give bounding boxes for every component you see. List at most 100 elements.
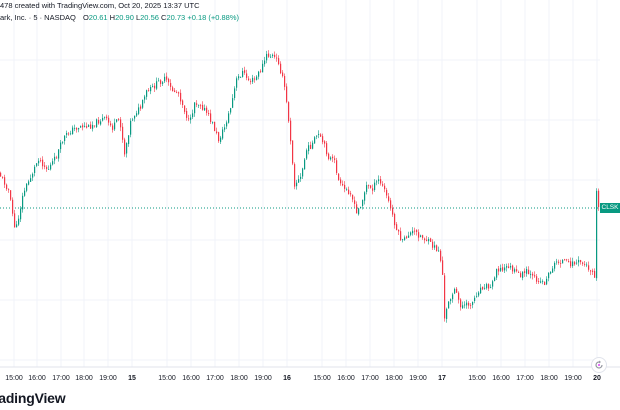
candle-body (594, 271, 596, 278)
candle-body (492, 281, 494, 287)
candle (206, 105, 208, 116)
candle (236, 76, 238, 91)
time-tick-label: 19:00 (409, 375, 427, 382)
candle-body (136, 113, 138, 116)
candle-body (214, 121, 216, 132)
candle-body (172, 87, 174, 92)
candle (546, 276, 548, 286)
candle (360, 206, 362, 209)
candle (210, 109, 212, 124)
candle (116, 119, 118, 123)
candle-body (332, 156, 334, 159)
candle-body (2, 177, 4, 178)
candle-body (86, 126, 88, 128)
candle-body (338, 173, 340, 180)
candle (490, 284, 492, 289)
candle (328, 152, 330, 161)
candle-body (480, 287, 482, 294)
candle-body (220, 137, 222, 142)
candle (264, 56, 266, 67)
candle-body (108, 117, 110, 123)
candle-body (336, 160, 338, 173)
candle-body (202, 104, 204, 110)
candle (104, 116, 106, 120)
candle-body (186, 111, 188, 118)
candle (432, 239, 434, 251)
candle (0, 171, 2, 177)
candle-body (588, 265, 590, 270)
candle-body (342, 183, 344, 186)
candle-body (260, 70, 262, 72)
candle-body (254, 78, 256, 80)
candle-body (552, 268, 554, 273)
tradingview-logo[interactable]: radingView (0, 386, 66, 410)
time-axis[interactable]: 15:00 16:00 17:00 18:00 19:00 15 15:00 16:00 17:… (5, 375, 601, 382)
candle-body (238, 76, 240, 79)
candle (372, 184, 374, 195)
candle-body (478, 292, 480, 296)
candle (160, 79, 162, 87)
candle-body (300, 176, 302, 179)
candle (386, 187, 388, 199)
candle (316, 135, 318, 140)
symbol-name[interactable]: ark, Inc. · 5 · NASDAQ (0, 13, 76, 22)
candle-body (82, 125, 84, 128)
candle (570, 257, 572, 269)
candle (204, 104, 206, 112)
candle-body (318, 133, 320, 135)
candle (84, 122, 86, 128)
candle (268, 50, 270, 58)
candle-body (418, 232, 420, 238)
candle (8, 188, 10, 193)
candle-body (178, 92, 180, 94)
candle (350, 190, 352, 197)
candle (592, 268, 594, 276)
candle-body (536, 276, 538, 282)
candle (334, 155, 336, 164)
candle (64, 135, 66, 145)
candle-body (210, 113, 212, 122)
candle (478, 291, 480, 298)
candle-body (244, 70, 246, 73)
candle-body (74, 127, 76, 129)
candle-body (494, 277, 496, 281)
candle-body (372, 188, 374, 191)
candle-body (50, 164, 52, 170)
candle (188, 114, 190, 122)
candle (358, 207, 360, 216)
candle (588, 261, 590, 272)
candle-body (302, 168, 304, 177)
last-price-badge[interactable]: CLSK (600, 203, 620, 213)
candle-body (292, 140, 294, 164)
candle-body (12, 199, 14, 214)
candle (312, 140, 314, 150)
candle-body (334, 158, 336, 160)
candle-body (36, 163, 38, 166)
logo-text: radingView (0, 390, 66, 406)
candle (50, 162, 52, 171)
candle (346, 187, 348, 191)
candle-body (520, 273, 522, 278)
reset-chart-button[interactable] (591, 357, 607, 373)
time-tick-label: 18:00 (385, 375, 403, 382)
candle-body (412, 230, 414, 234)
candle-body (288, 102, 290, 122)
candle (182, 99, 184, 109)
candle-body (138, 107, 140, 114)
candle-body (344, 184, 346, 189)
candle-body (6, 184, 8, 190)
candle-body (296, 182, 298, 187)
candle-body (528, 269, 530, 275)
candle-body (420, 235, 422, 237)
candle (566, 258, 568, 262)
candle (580, 259, 582, 265)
candle-body (80, 125, 82, 128)
candle (112, 123, 114, 133)
candle-body (236, 78, 238, 88)
candle (292, 140, 294, 166)
candle-body (132, 119, 134, 121)
candle-body (530, 273, 532, 275)
candle (276, 53, 278, 62)
